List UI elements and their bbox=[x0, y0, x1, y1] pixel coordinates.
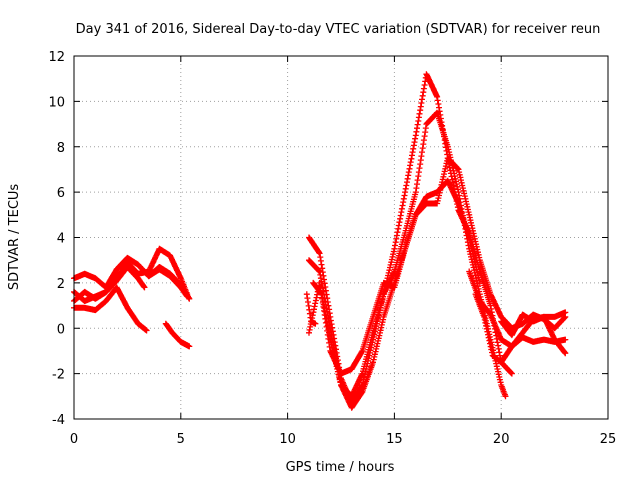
y-axis-label: SDTVAR / TECUs bbox=[7, 184, 22, 291]
data-series-trace-5 bbox=[145, 264, 193, 302]
data-series-trace-6 bbox=[162, 320, 193, 350]
y-tick-label: 0 bbox=[57, 322, 65, 337]
points-layer bbox=[71, 71, 569, 411]
x-tick-label: 25 bbox=[600, 432, 617, 447]
x-tick-label: 5 bbox=[177, 432, 185, 447]
data-series-trace-10 bbox=[306, 155, 569, 377]
data-series-trace-14 bbox=[303, 291, 319, 327]
tick-layer: 0 5 10 15 20 25 -4 -2 0 2 4 6 8 10 12 bbox=[48, 50, 616, 447]
y-tick-label: -4 bbox=[52, 413, 65, 428]
y-tick-label: 6 bbox=[57, 186, 65, 201]
data-series-trace-13 bbox=[498, 309, 569, 339]
y-tick-label: 8 bbox=[57, 141, 65, 156]
y-tick-label: 2 bbox=[57, 277, 65, 292]
y-tick-label: 10 bbox=[48, 95, 65, 110]
y-tick-label: 4 bbox=[57, 232, 65, 247]
x-tick-label: 10 bbox=[279, 432, 296, 447]
grid-layer bbox=[74, 56, 608, 419]
y-tick-label: 12 bbox=[48, 50, 65, 65]
chart-title: Day 341 of 2016, Sidereal Day-to-day VTE… bbox=[76, 22, 601, 37]
x-tick-label: 15 bbox=[386, 432, 403, 447]
y-tick-label: -2 bbox=[52, 368, 65, 383]
x-tick-label: 0 bbox=[70, 432, 78, 447]
x-axis-label: GPS time / hours bbox=[286, 460, 395, 475]
plot-frame bbox=[73, 55, 609, 420]
x-tick-label: 20 bbox=[493, 432, 510, 447]
